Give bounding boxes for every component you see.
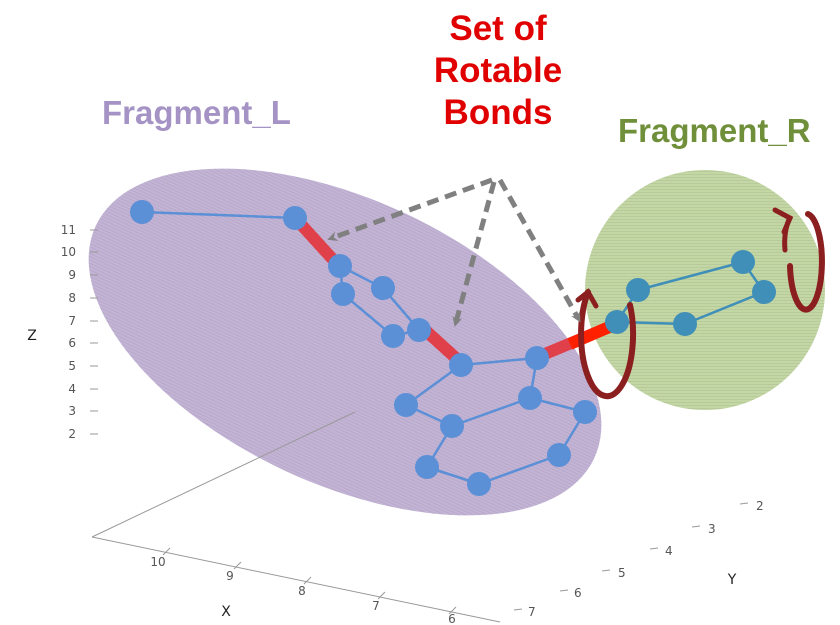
x-tick-label: 6	[448, 612, 456, 625]
y-tick-label: 3	[708, 522, 716, 536]
fragment-right-region	[585, 170, 825, 410]
atom	[440, 414, 464, 438]
x-axis-title: X	[221, 604, 231, 620]
z-tick-label: 7	[68, 314, 76, 328]
atom	[626, 278, 650, 302]
atom	[371, 276, 395, 300]
z-axis: 11 10 9 8 7 6 5 4 3 2 Z	[27, 223, 98, 441]
atom	[331, 282, 355, 306]
atom	[573, 400, 597, 424]
x-tick-label: 8	[298, 584, 306, 598]
atom	[467, 472, 491, 496]
atom	[407, 318, 431, 342]
z-tick-label: 4	[68, 382, 76, 396]
rotation-arrow-fragment	[772, 207, 825, 313]
y-tick-label: 6	[574, 586, 582, 600]
z-axis-title: Z	[27, 328, 37, 344]
y-axis: 2 3 4 5 6 7 Y	[513, 499, 764, 619]
x-tick-label: 9	[226, 569, 234, 583]
z-tick-label: 2	[68, 427, 76, 441]
annotation-line: Set of	[449, 9, 547, 48]
annotation-line: Bonds	[444, 93, 553, 132]
z-tick-label: 11	[61, 223, 76, 237]
y-axis-back-line	[91, 411, 356, 538]
z-tick-label: 9	[68, 268, 76, 282]
y-tick-label: 7	[528, 605, 536, 619]
pointer-arrow	[452, 181, 497, 327]
z-tick-label: 5	[68, 359, 76, 373]
atom	[752, 280, 776, 304]
axis-frame	[91, 411, 501, 623]
atom	[605, 310, 629, 334]
x-axis-line	[91, 536, 501, 623]
atom	[381, 324, 405, 348]
z-tick-label: 3	[68, 404, 76, 418]
pointer-arrow	[327, 177, 493, 241]
pointer-arrows	[327, 177, 581, 327]
fragment-right-atoms	[605, 250, 776, 336]
atom	[518, 386, 542, 410]
annotation-line: Rotable	[434, 51, 562, 90]
fragment-right-label: Fragment_R	[618, 112, 811, 149]
x-tick-label: 7	[372, 599, 380, 613]
rotatable-bond	[420, 325, 463, 365]
y-tick-label: 4	[665, 544, 673, 558]
atom	[449, 353, 473, 377]
pointer-arrow	[497, 178, 581, 323]
y-axis-title: Y	[727, 572, 737, 588]
atom	[525, 346, 549, 370]
fragment-left-label: Fragment_L	[102, 94, 291, 131]
fragment-left-atoms	[130, 200, 597, 496]
atom	[673, 312, 697, 336]
atom	[415, 455, 439, 479]
atom	[283, 206, 307, 230]
z-tick-label: 10	[61, 245, 76, 259]
rotation-arrow-bond	[575, 288, 637, 400]
x-axis: 10 9 8 7 6 X	[150, 547, 457, 625]
z-tick-label: 8	[68, 291, 76, 305]
z-tick-label: 6	[68, 336, 76, 350]
rotatable-bonds-annotation: Set of Rotable Bonds	[434, 9, 562, 132]
atom	[394, 393, 418, 417]
y-tick-label: 5	[618, 566, 626, 580]
rotatable-bond	[292, 215, 342, 269]
atom	[731, 250, 755, 274]
atom	[328, 254, 352, 278]
y-tick-label: 2	[756, 499, 764, 513]
atom	[547, 443, 571, 467]
x-tick-label: 10	[150, 555, 165, 569]
atom	[130, 200, 154, 224]
